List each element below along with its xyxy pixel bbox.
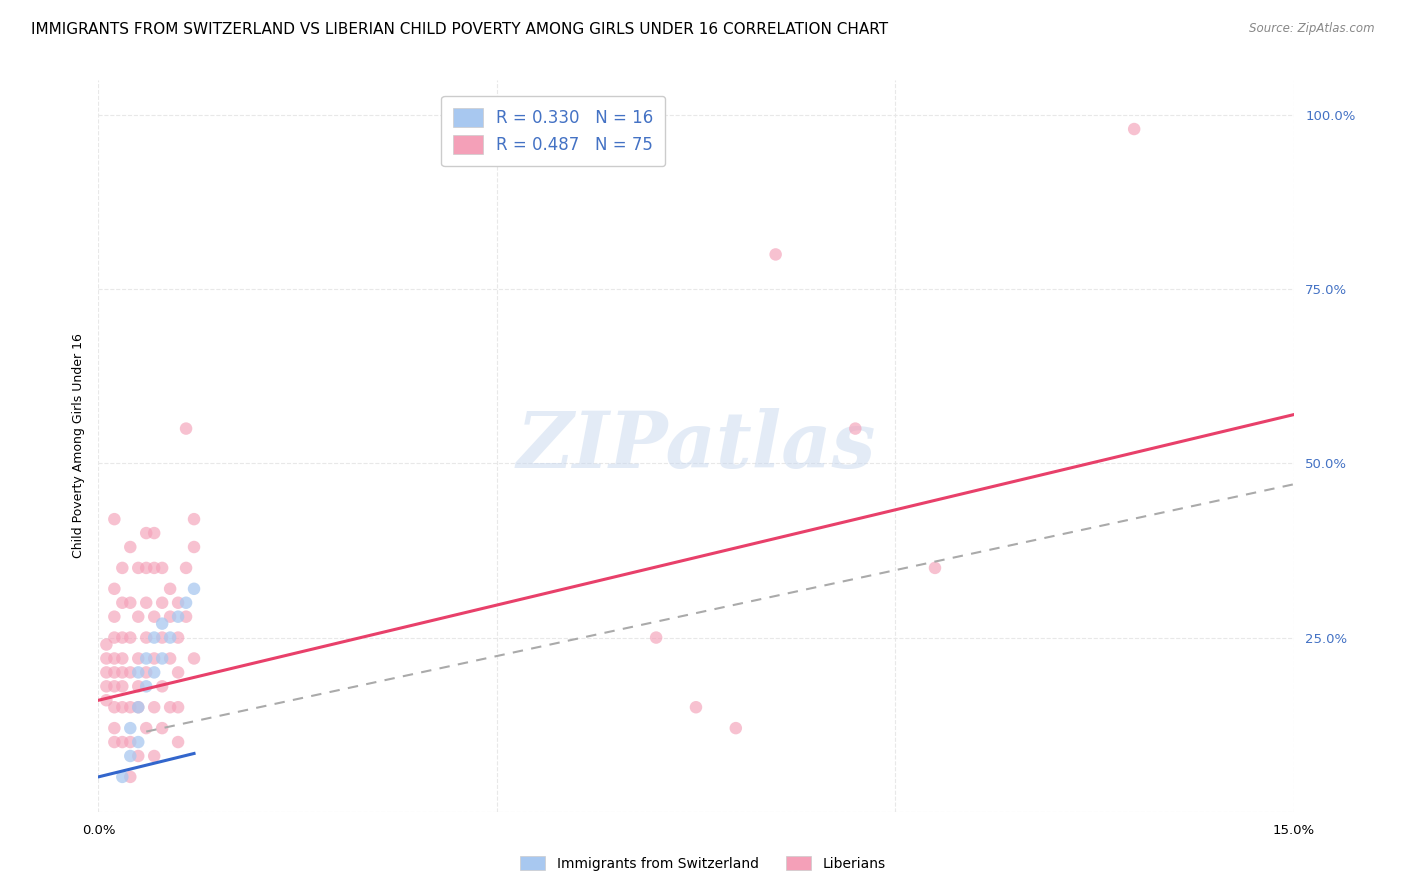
Point	[150, 596, 173, 610]
Point	[159, 651, 181, 665]
Point	[174, 609, 197, 624]
Point	[111, 561, 134, 575]
Point	[103, 679, 125, 693]
Point	[844, 421, 866, 435]
Point	[159, 631, 181, 645]
Point	[135, 596, 157, 610]
Point	[111, 735, 134, 749]
Point	[96, 693, 118, 707]
Text: ZIPatlas: ZIPatlas	[516, 408, 876, 484]
Text: IMMIGRANTS FROM SWITZERLAND VS LIBERIAN CHILD POVERTY AMONG GIRLS UNDER 16 CORRE: IMMIGRANTS FROM SWITZERLAND VS LIBERIAN …	[31, 22, 889, 37]
Point	[120, 596, 142, 610]
Legend: R = 0.330   N = 16, R = 0.487   N = 75: R = 0.330 N = 16, R = 0.487 N = 75	[441, 96, 665, 166]
Point	[127, 735, 149, 749]
Point	[127, 679, 149, 693]
Point	[111, 596, 134, 610]
Point	[143, 526, 166, 541]
Point	[135, 679, 157, 693]
Point	[111, 679, 134, 693]
Point	[127, 665, 149, 680]
Point	[135, 665, 157, 680]
Point	[120, 540, 142, 554]
Point	[167, 609, 190, 624]
Point	[111, 700, 134, 714]
Point	[127, 749, 149, 764]
Point	[143, 651, 166, 665]
Point	[120, 735, 142, 749]
Point	[1123, 122, 1146, 136]
Point	[120, 631, 142, 645]
Point	[159, 582, 181, 596]
Point	[103, 721, 125, 735]
Point	[167, 700, 190, 714]
Point	[96, 638, 118, 652]
Point	[143, 749, 166, 764]
Point	[174, 561, 197, 575]
Point	[111, 665, 134, 680]
Point	[150, 721, 173, 735]
Point	[135, 561, 157, 575]
Point	[103, 609, 125, 624]
Point	[103, 651, 125, 665]
Point	[103, 512, 125, 526]
Point	[183, 512, 205, 526]
Point	[127, 561, 149, 575]
Point	[150, 651, 173, 665]
Point	[150, 616, 173, 631]
Point	[111, 770, 134, 784]
Point	[135, 721, 157, 735]
Point	[143, 631, 166, 645]
Point	[645, 631, 668, 645]
Point	[120, 665, 142, 680]
Point	[143, 609, 166, 624]
Point	[143, 561, 166, 575]
Point	[159, 700, 181, 714]
Point	[765, 247, 787, 261]
Point	[120, 770, 142, 784]
Y-axis label: Child Poverty Among Girls Under 16: Child Poverty Among Girls Under 16	[72, 334, 84, 558]
Point	[183, 540, 205, 554]
Point	[103, 582, 125, 596]
Point	[96, 665, 118, 680]
Point	[724, 721, 747, 735]
Point	[174, 421, 197, 435]
Point	[120, 721, 142, 735]
Point	[103, 700, 125, 714]
Point	[135, 651, 157, 665]
Point	[135, 631, 157, 645]
Point	[103, 631, 125, 645]
Point	[127, 700, 149, 714]
Legend: Immigrants from Switzerland, Liberians: Immigrants from Switzerland, Liberians	[515, 850, 891, 876]
Point	[167, 665, 190, 680]
Point	[159, 609, 181, 624]
Point	[135, 526, 157, 541]
Point	[150, 631, 173, 645]
Point	[150, 561, 173, 575]
Point	[103, 665, 125, 680]
Point	[103, 735, 125, 749]
Point	[924, 561, 946, 575]
Point	[183, 582, 205, 596]
Point	[143, 665, 166, 680]
Point	[96, 651, 118, 665]
Point	[111, 651, 134, 665]
Point	[167, 596, 190, 610]
Point	[96, 679, 118, 693]
Point	[174, 596, 197, 610]
Point	[167, 631, 190, 645]
Point	[127, 651, 149, 665]
Point	[143, 700, 166, 714]
Point	[167, 735, 190, 749]
Point	[111, 631, 134, 645]
Point	[183, 651, 205, 665]
Point	[685, 700, 707, 714]
Point	[120, 700, 142, 714]
Text: Source: ZipAtlas.com: Source: ZipAtlas.com	[1250, 22, 1375, 36]
Point	[127, 609, 149, 624]
Point	[120, 749, 142, 764]
Point	[150, 679, 173, 693]
Point	[127, 700, 149, 714]
